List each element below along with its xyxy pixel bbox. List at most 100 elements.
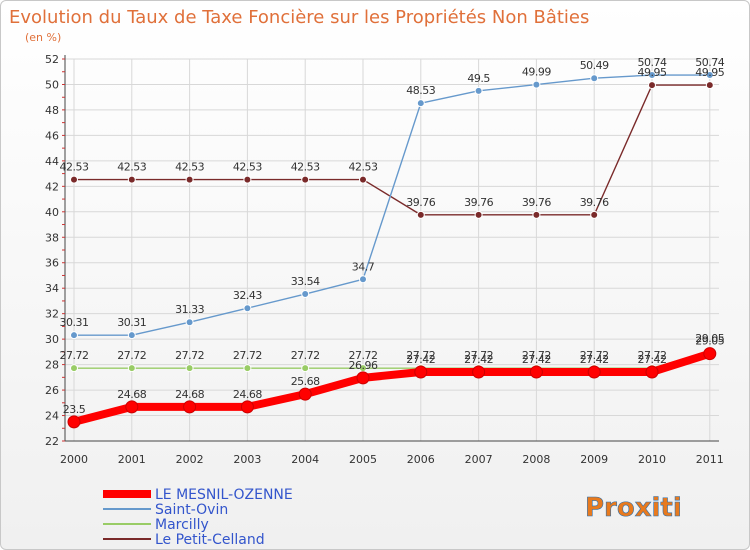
series-point: [590, 210, 599, 219]
legend-label: Marcilly: [155, 517, 209, 533]
series-group: [67, 71, 717, 429]
data-label: 31.33: [175, 303, 204, 316]
series-point: [70, 331, 78, 340]
y-tick-label: 30: [45, 333, 59, 346]
data-label: 49.95: [638, 66, 667, 79]
series-point: [301, 175, 310, 184]
data-label: 42.53: [291, 161, 320, 174]
y-tick-label: 32: [45, 308, 59, 321]
x-tick-label: 2003: [233, 453, 261, 466]
data-label: 27.72: [60, 349, 89, 362]
x-tick-label: 2004: [291, 453, 319, 466]
data-label: 42.53: [60, 161, 89, 174]
data-label: 49.5: [467, 72, 490, 85]
series-point: [474, 210, 483, 219]
series-point: [185, 318, 194, 327]
series-point: [416, 99, 425, 108]
series-point: [472, 365, 486, 379]
series-point: [243, 304, 252, 313]
series-line: [73, 84, 711, 216]
data-label: 42.53: [117, 161, 146, 174]
data-label: 26.96: [349, 359, 378, 372]
series-point: [590, 74, 599, 83]
data-label: 24.68: [233, 388, 262, 401]
series-point: [127, 175, 136, 184]
series-point: [414, 365, 428, 379]
data-label: 50.49: [580, 59, 609, 72]
legend-label: Le Petit-Celland: [155, 532, 265, 548]
data-label: 49.99: [522, 66, 551, 79]
data-label: 27.72: [175, 349, 204, 362]
y-tick-label: 44: [45, 155, 59, 168]
x-tick-label: 2006: [407, 453, 435, 466]
data-label: 27.42: [522, 353, 551, 366]
series-point: [70, 175, 78, 184]
series-point: [705, 71, 714, 80]
series-point: [703, 347, 717, 361]
data-label: 27.42: [406, 353, 435, 366]
series-point: [532, 210, 541, 219]
data-label: 27.72: [406, 349, 435, 362]
y-tick-label: 38: [45, 231, 59, 244]
data-label: 50.74: [695, 56, 724, 69]
data-label: 24.68: [175, 388, 204, 401]
y-tick-label: 40: [45, 206, 59, 219]
series-line: [73, 350, 711, 369]
data-label: 49.95: [695, 66, 724, 79]
data-label: 39.76: [580, 196, 609, 209]
y-tick-label: 24: [45, 410, 59, 423]
x-tick-label: 2008: [522, 453, 550, 466]
data-label: 27.72: [117, 349, 146, 362]
y-tick-label: 34: [45, 282, 59, 295]
data-label: 32.43: [233, 289, 262, 302]
y-tick-label: 26: [45, 384, 59, 397]
data-label: 27.72: [638, 349, 667, 362]
data-label: 27.72: [464, 349, 493, 362]
series-point: [243, 175, 252, 184]
x-tick-label: 2007: [465, 453, 493, 466]
series-point: [356, 371, 370, 385]
y-tick-label: 36: [45, 257, 59, 270]
data-label: 39.76: [464, 196, 493, 209]
series-point: [648, 81, 656, 90]
x-tick-label: 2011: [696, 453, 724, 466]
series-point: [240, 400, 254, 414]
chart-title: Evolution du Taux de Taxe Foncière sur l…: [9, 7, 589, 28]
series-point: [70, 364, 78, 373]
series-point: [359, 275, 367, 284]
series-point: [127, 364, 136, 373]
data-label: 29.05: [695, 335, 724, 348]
series-point: [185, 175, 194, 184]
grid: [65, 58, 719, 442]
data-label: 27.42: [464, 353, 493, 366]
y-tick-label: 28: [45, 359, 59, 372]
data-label: 27.42: [638, 353, 667, 366]
data-label: 27.72: [580, 349, 609, 362]
data-label: 27.42: [580, 353, 609, 366]
series-point: [705, 81, 714, 90]
x-tick-label: 2002: [176, 453, 204, 466]
data-label: 39.76: [406, 196, 435, 209]
data-label: 42.53: [349, 161, 378, 174]
x-tick-label: 2001: [118, 453, 146, 466]
series-point: [474, 86, 483, 95]
y-tick-label: 48: [45, 104, 59, 117]
data-label: 27.72: [522, 349, 551, 362]
x-tick-label: 2005: [349, 453, 377, 466]
proxiti-logo: Proxiti: [585, 493, 682, 524]
data-label: 30.31: [117, 316, 146, 329]
series-point: [298, 387, 312, 401]
data-label: 42.53: [233, 161, 262, 174]
data-label: 25.68: [291, 375, 320, 388]
series-point: [301, 290, 310, 299]
y-tick-label: 50: [45, 78, 59, 91]
series-point: [183, 400, 197, 414]
legend-label: Saint-Ovin: [155, 502, 228, 518]
series-point: [532, 80, 541, 89]
series-point: [648, 71, 656, 80]
series-line: [70, 349, 714, 426]
logo-text: Proxiti: [585, 493, 682, 523]
